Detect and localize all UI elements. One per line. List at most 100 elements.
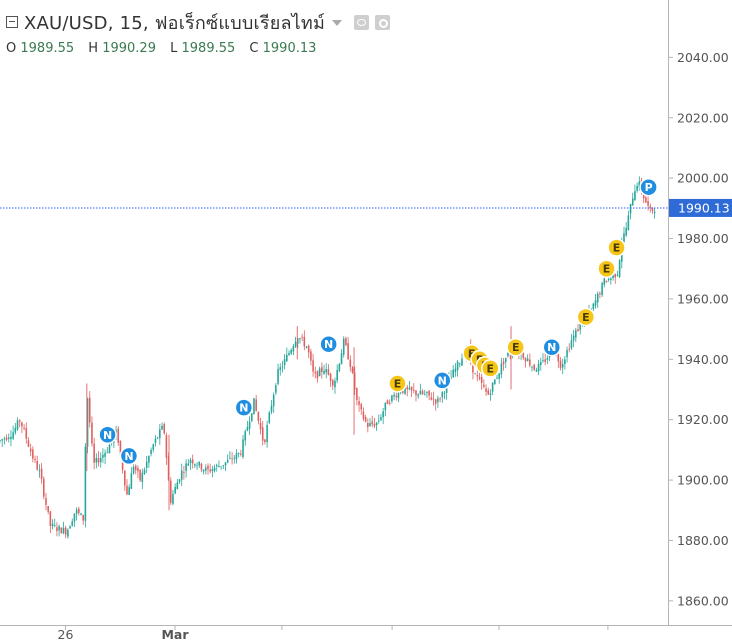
earnings-marker[interactable] bbox=[576, 307, 596, 327]
gear-icon[interactable] bbox=[375, 14, 391, 30]
candle-body bbox=[426, 391, 428, 394]
candle-body bbox=[45, 497, 47, 505]
candle-body bbox=[542, 360, 544, 362]
price-tick-label: 1880.00 bbox=[677, 533, 729, 548]
marker-letter: N bbox=[103, 429, 112, 442]
candle-body bbox=[568, 348, 571, 350]
candle-body bbox=[417, 394, 419, 397]
news-marker[interactable] bbox=[432, 371, 452, 390]
candle-body bbox=[605, 280, 608, 283]
candle-body bbox=[119, 440, 122, 454]
candle-body bbox=[402, 391, 404, 393]
collapse-toggle-icon[interactable] bbox=[6, 16, 18, 28]
earnings-marker[interactable] bbox=[506, 337, 525, 357]
candle-body bbox=[0, 440, 1, 442]
candle-body bbox=[163, 424, 166, 434]
candle-body bbox=[250, 413, 253, 422]
earnings-marker[interactable] bbox=[597, 259, 616, 278]
candle-body bbox=[423, 393, 426, 395]
candle-body bbox=[331, 380, 334, 386]
candle-body bbox=[183, 472, 185, 473]
chevron-down-icon[interactable] bbox=[332, 20, 343, 26]
candle-body bbox=[504, 357, 507, 362]
candle-body bbox=[95, 457, 98, 463]
candle-body bbox=[237, 453, 240, 455]
candle-body bbox=[353, 372, 356, 390]
candle-body bbox=[231, 458, 233, 460]
candle-body bbox=[570, 340, 573, 349]
candle-body bbox=[494, 379, 496, 385]
candle-body bbox=[156, 437, 159, 439]
candle-body bbox=[524, 358, 527, 362]
candle-body bbox=[102, 454, 104, 458]
time-tick-label: Mar bbox=[161, 627, 189, 642]
candle-body bbox=[268, 412, 271, 423]
candle-body bbox=[307, 345, 310, 353]
eye-icon[interactable] bbox=[354, 14, 370, 30]
candle-body bbox=[189, 460, 192, 463]
candle-body bbox=[347, 343, 349, 360]
candle-body bbox=[561, 363, 564, 368]
news-marker[interactable] bbox=[319, 334, 338, 354]
candle-body bbox=[391, 395, 393, 402]
ohlc-close-label: C bbox=[249, 41, 259, 56]
candle-body bbox=[476, 375, 479, 377]
candle-body bbox=[248, 421, 251, 429]
candle-body bbox=[382, 411, 384, 418]
candle-body bbox=[5, 437, 8, 440]
candle-body bbox=[575, 330, 577, 338]
candle-body bbox=[16, 420, 19, 430]
news-marker[interactable] bbox=[119, 446, 139, 466]
candle-body bbox=[80, 513, 82, 515]
pivot-marker[interactable] bbox=[639, 177, 658, 197]
earnings-marker[interactable] bbox=[607, 238, 626, 257]
candle-body bbox=[325, 369, 328, 373]
candle-body bbox=[546, 358, 549, 360]
candle-body bbox=[461, 358, 463, 366]
candle-body bbox=[277, 369, 279, 384]
news-marker[interactable] bbox=[234, 398, 254, 417]
candle-body bbox=[148, 456, 150, 463]
candle-body bbox=[419, 390, 422, 395]
candle-body bbox=[253, 398, 255, 415]
marker-letter: N bbox=[124, 450, 133, 463]
candle-body bbox=[472, 358, 474, 373]
candle-body bbox=[564, 359, 566, 365]
candle-body bbox=[327, 369, 330, 375]
candle-body bbox=[185, 463, 187, 472]
candle-body bbox=[58, 526, 60, 531]
earnings-marker[interactable] bbox=[481, 359, 500, 378]
candle-body bbox=[358, 401, 360, 405]
news-marker[interactable] bbox=[542, 337, 562, 357]
candle-body bbox=[384, 402, 387, 411]
candle-body bbox=[172, 493, 174, 504]
symbol-title[interactable]: XAU/USD, 15, ฟอเร็กซ์แบบเรียลไทม์ bbox=[24, 12, 326, 34]
candle-body bbox=[533, 364, 536, 370]
candle-body bbox=[614, 273, 617, 278]
candle-body bbox=[386, 400, 389, 405]
candle-body bbox=[406, 386, 409, 390]
candle-body bbox=[226, 459, 229, 463]
candle-body bbox=[117, 428, 120, 443]
candle-body bbox=[106, 451, 109, 453]
candle-body bbox=[75, 509, 78, 514]
candle-body bbox=[139, 469, 141, 481]
candle-body bbox=[64, 527, 67, 535]
candle-body bbox=[150, 449, 152, 454]
candle-body bbox=[432, 398, 435, 400]
candle-body bbox=[649, 206, 652, 208]
candle-body bbox=[413, 389, 415, 391]
candle-body bbox=[539, 362, 542, 366]
candle-body bbox=[351, 367, 354, 373]
earnings-marker[interactable] bbox=[388, 374, 407, 393]
candle-body bbox=[349, 359, 352, 367]
news-marker[interactable] bbox=[98, 425, 117, 445]
candle-body bbox=[73, 513, 76, 522]
candle-body bbox=[305, 346, 308, 348]
candle-body bbox=[213, 467, 216, 471]
candle-body bbox=[137, 468, 139, 472]
candle-body bbox=[159, 429, 161, 439]
candle-body bbox=[380, 417, 382, 421]
